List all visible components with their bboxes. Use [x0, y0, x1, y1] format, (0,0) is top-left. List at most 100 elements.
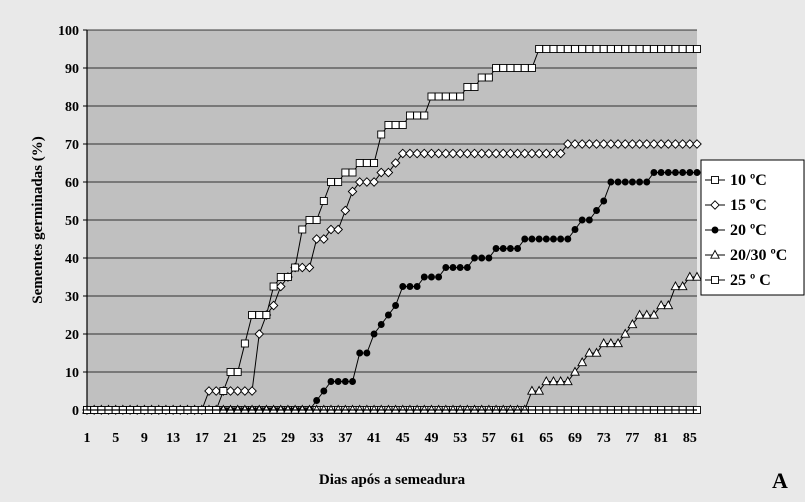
data-point	[657, 45, 666, 53]
data-point	[578, 45, 587, 53]
data-point	[492, 64, 501, 72]
data-point	[384, 311, 392, 319]
data-point	[607, 178, 615, 186]
data-point	[283, 273, 292, 281]
data-point	[541, 376, 552, 386]
data-point	[376, 404, 387, 414]
panel-label: A	[772, 468, 788, 493]
data-point	[347, 404, 358, 414]
y-tick-labels: 0 10 20 30 40 50 60 70 80 90 100	[58, 24, 87, 419]
data-point	[526, 385, 537, 395]
data-point	[499, 245, 507, 252]
data-point	[491, 404, 502, 414]
data-point	[383, 167, 394, 178]
data-point	[276, 273, 285, 281]
data-point	[555, 148, 566, 159]
data-point	[528, 235, 536, 243]
x-tick-label: 57	[482, 431, 496, 446]
data-point	[333, 224, 344, 235]
data-point	[498, 404, 509, 414]
data-point	[520, 64, 529, 72]
data-point	[362, 159, 371, 167]
data-point	[398, 121, 407, 129]
y-tick-label: 40	[65, 252, 79, 267]
data-point	[535, 235, 543, 243]
data-point	[369, 404, 380, 414]
x-tick-labels: 1 5 9 13 17 21 25 29 33 37 41 45 49 53 57 61 65 69 73 77 81 8…	[84, 431, 697, 446]
data-point	[476, 148, 487, 159]
data-point	[614, 45, 623, 53]
data-point	[620, 139, 631, 149]
data-point	[513, 64, 522, 72]
data-point	[555, 376, 566, 386]
data-point	[492, 245, 500, 252]
data-point	[347, 186, 358, 197]
data-point	[397, 148, 408, 159]
data-point	[621, 178, 629, 186]
data-point	[340, 205, 351, 216]
data-point	[614, 178, 622, 186]
data-point	[334, 178, 343, 186]
x-tick-label: 85	[683, 431, 697, 446]
data-point	[383, 404, 394, 414]
data-point	[635, 45, 644, 53]
data-point	[512, 404, 523, 414]
data-point	[419, 404, 430, 414]
data-point	[471, 254, 478, 262]
y-axis-title: Sementes germinadas (%)	[30, 136, 46, 303]
data-point	[232, 386, 243, 396]
data-point	[491, 148, 501, 159]
data-point	[262, 311, 271, 319]
data-point	[570, 366, 580, 376]
data-point	[584, 347, 595, 357]
data-point	[684, 271, 695, 281]
data-point	[505, 148, 516, 159]
data-point	[648, 309, 659, 319]
y-tick-label: 100	[58, 24, 79, 39]
legend-marker	[711, 226, 719, 234]
data-point	[275, 281, 286, 292]
data-point	[433, 148, 444, 159]
data-point	[512, 148, 523, 159]
data-point	[406, 283, 414, 290]
data-point	[426, 404, 437, 414]
data-point	[620, 328, 631, 338]
data-point	[656, 139, 666, 149]
data-point	[341, 378, 349, 385]
data-point	[499, 64, 508, 72]
x-tick-label: 5	[112, 431, 119, 446]
data-point	[420, 111, 429, 120]
data-point	[354, 177, 365, 187]
data-point	[349, 378, 356, 385]
data-point	[585, 45, 594, 53]
data-point	[663, 300, 674, 310]
data-point	[334, 378, 342, 385]
data-point	[254, 404, 265, 414]
data-point	[413, 111, 422, 120]
data-point	[463, 83, 472, 91]
data-point	[318, 404, 329, 414]
y-tick-label: 80	[65, 100, 79, 115]
data-point	[320, 387, 328, 395]
data-point	[304, 404, 315, 414]
x-tick-label: 41	[367, 431, 381, 446]
data-point	[613, 139, 623, 149]
data-point	[261, 404, 272, 414]
data-point	[469, 148, 480, 159]
x-tick-label: 17	[195, 431, 209, 446]
data-point	[541, 148, 552, 159]
data-point	[377, 321, 385, 328]
data-point	[584, 139, 595, 149]
data-point	[268, 300, 279, 311]
x-tick-label: 25	[252, 431, 266, 446]
data-point	[405, 111, 414, 120]
data-point	[232, 404, 243, 414]
y-tick-label: 70	[65, 138, 79, 153]
data-point	[448, 404, 458, 414]
y-tick-label: 0	[72, 404, 79, 419]
data-point	[456, 92, 465, 101]
data-point	[440, 404, 451, 414]
x-tick-label: 13	[166, 431, 180, 446]
data-point	[440, 148, 451, 159]
